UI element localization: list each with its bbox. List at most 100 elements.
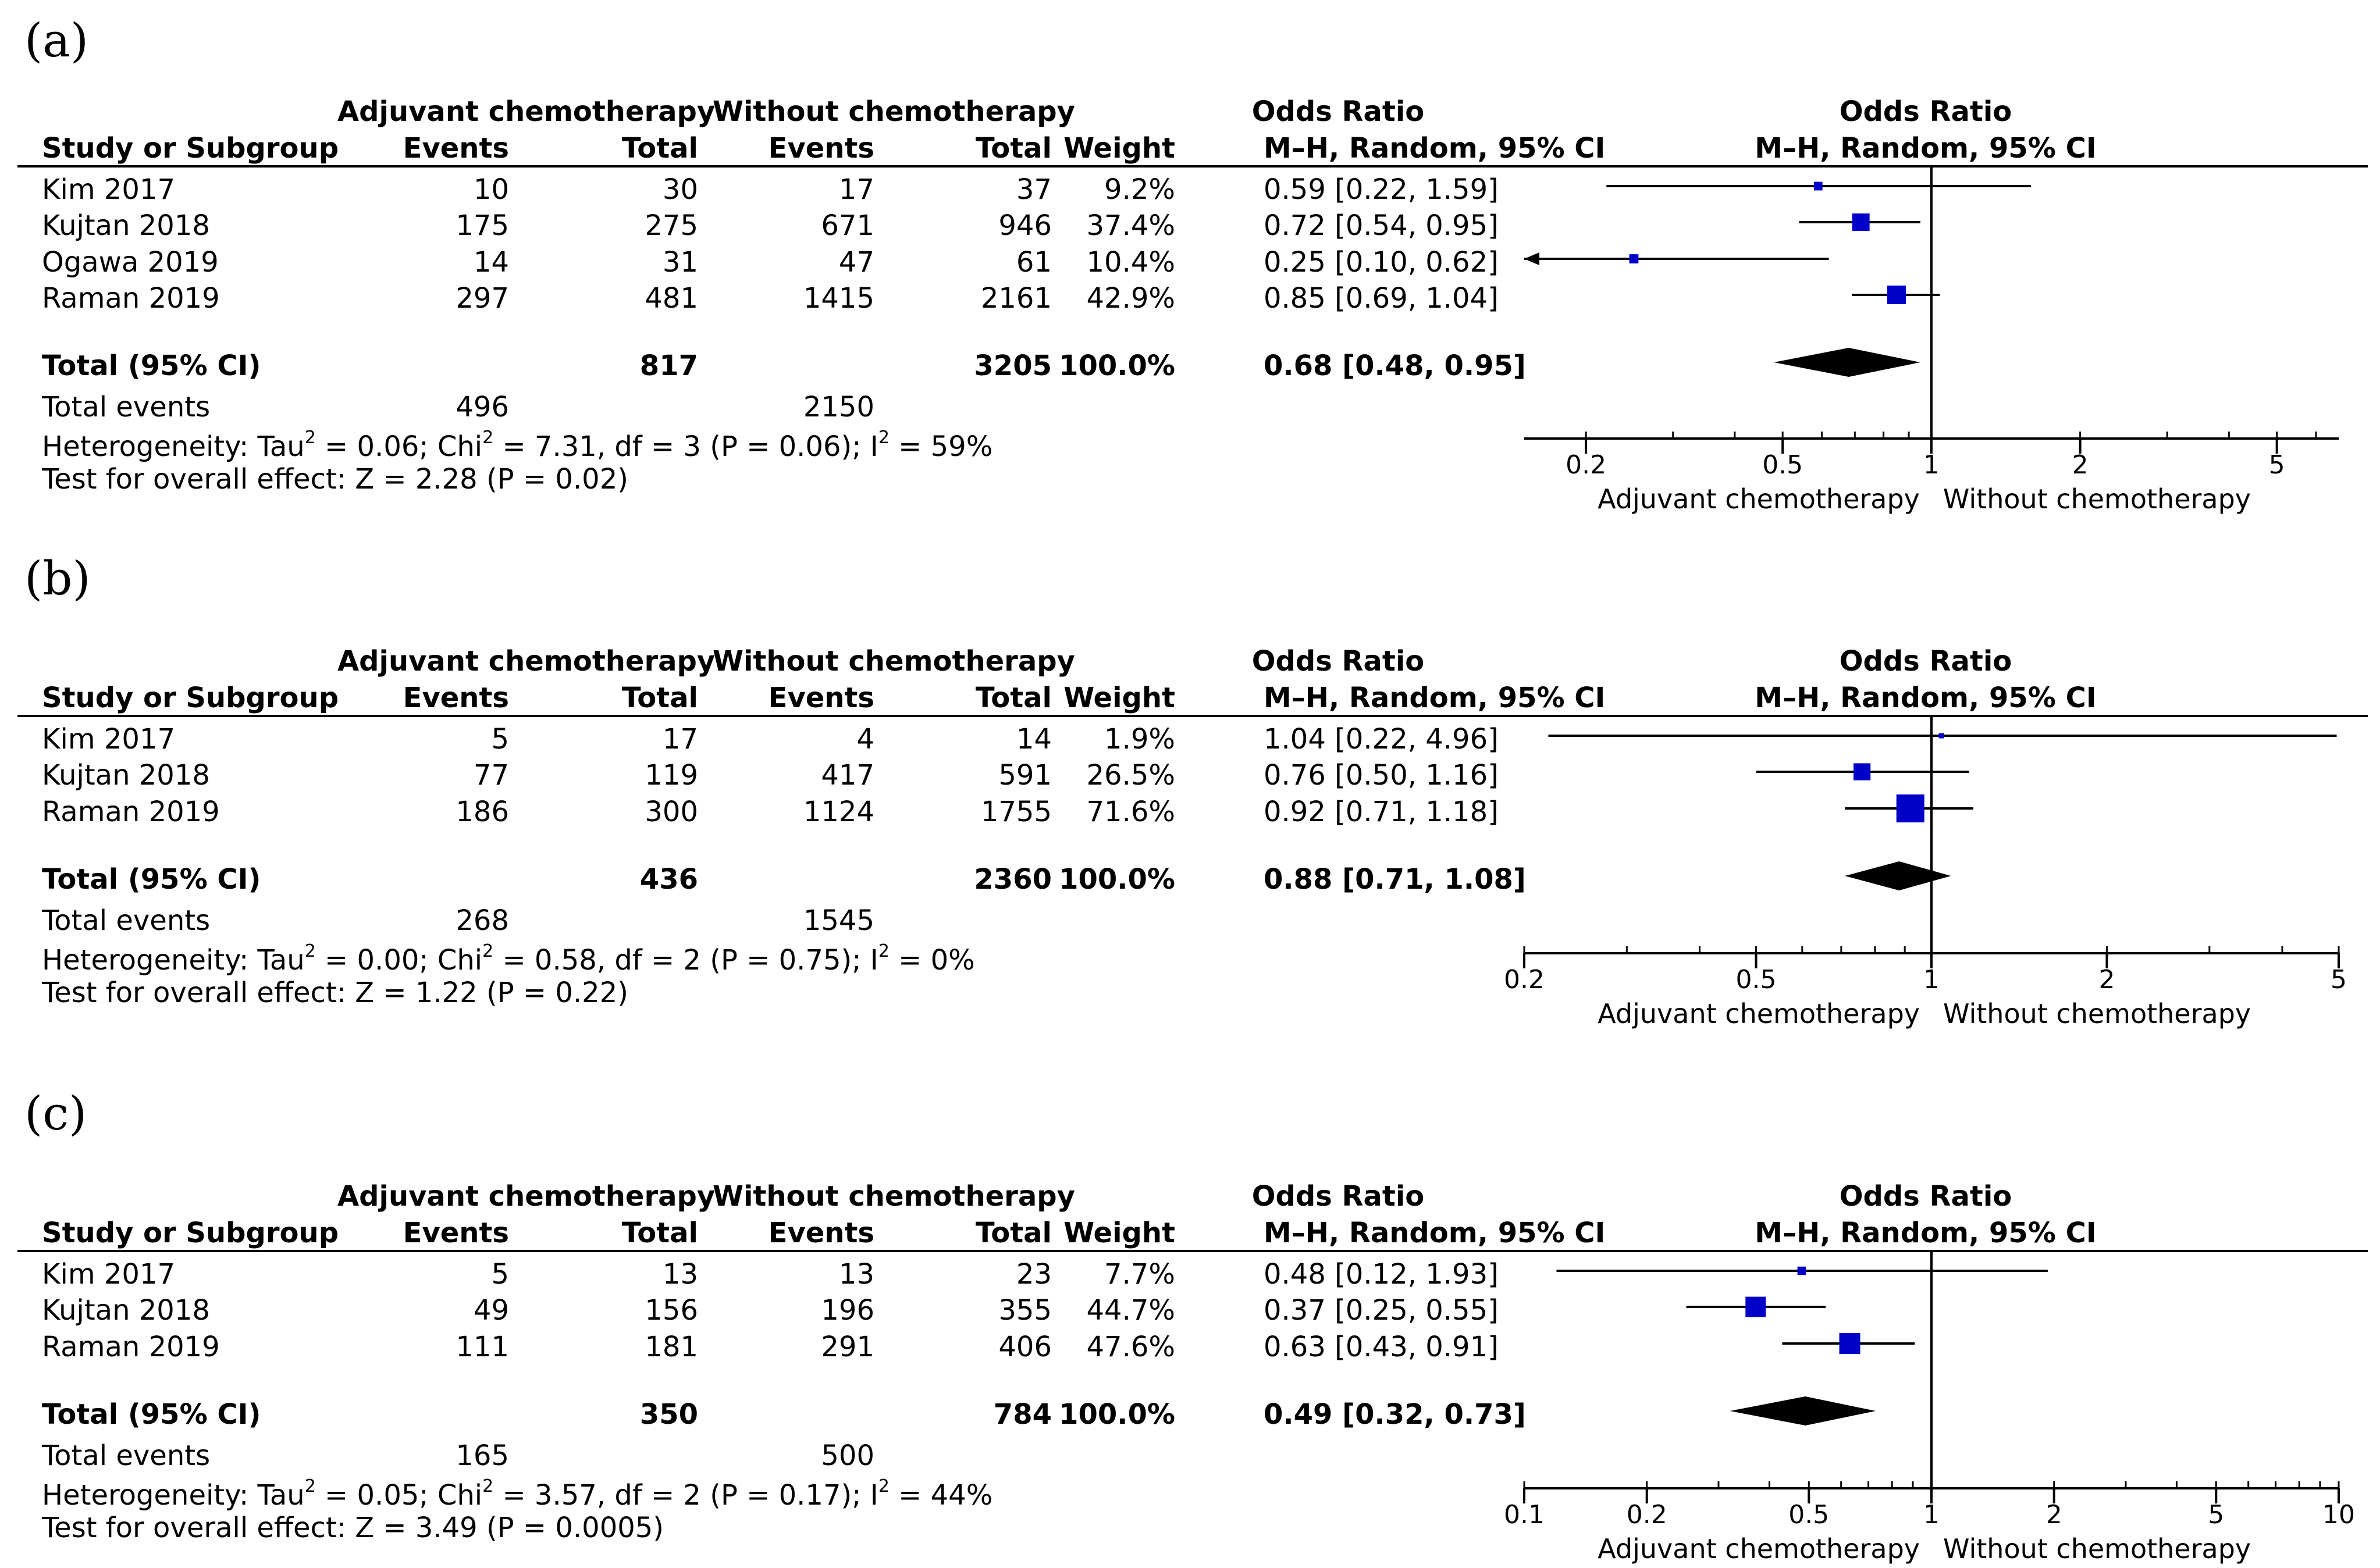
heterogeneity-text: Heterogeneity: Tau2 = 0.00; Chi2 = 0.58,… bbox=[42, 941, 975, 977]
exp-total-header: Total bbox=[621, 1217, 698, 1249]
plot-or-header: Odds Ratio bbox=[1839, 1180, 2012, 1213]
effect-square bbox=[1745, 1296, 1766, 1317]
panel-label: (a) bbox=[24, 13, 89, 67]
overall-effect-text: Test for overall effect: Z = 1.22 (P = 0… bbox=[42, 977, 628, 1009]
ctl-total: 1755 bbox=[980, 796, 1052, 828]
ctl-total: 946 bbox=[998, 209, 1052, 242]
method-header: M–H, Random, 95% CI bbox=[1264, 132, 1606, 165]
forest-plot: 0.1 0.2 0.5 1 2 5 10 Adjuvant chemotherapy Witho… bbox=[1504, 1250, 2355, 1565]
header-rule bbox=[17, 1250, 2368, 1252]
x-tick-label: 0.5 bbox=[1788, 1500, 1829, 1530]
ctl-total: 2161 bbox=[980, 282, 1052, 315]
x-tick-label: 2 bbox=[2098, 965, 2115, 995]
panel-label: (b) bbox=[24, 551, 91, 605]
exp-group-header: Adjuvant chemotherapy bbox=[337, 95, 716, 128]
ctl-total: 591 bbox=[998, 759, 1052, 792]
ctl-events: 417 bbox=[821, 759, 874, 792]
effect-square bbox=[1629, 254, 1639, 263]
study-col-header: Study or Subgroup bbox=[42, 1217, 339, 1249]
ctl-group-header: Without chemotherapy bbox=[713, 645, 1075, 678]
or-header: Odds Ratio bbox=[1251, 1180, 1425, 1213]
study-name: Kim 2017 bbox=[42, 723, 175, 756]
favours-left-label: Adjuvant chemotherapy bbox=[1598, 483, 1920, 515]
or-header: Odds Ratio bbox=[1251, 95, 1425, 128]
exp-total: 181 bbox=[645, 1331, 698, 1363]
ctl-events: 4 bbox=[856, 723, 874, 756]
pooled-diamond bbox=[1730, 1396, 1876, 1426]
exp-total: 481 bbox=[645, 282, 698, 315]
ctl-total: 406 bbox=[998, 1331, 1052, 1363]
x-tick-label: 0.5 bbox=[1762, 450, 1803, 480]
exp-events: 175 bbox=[456, 209, 509, 242]
effect-square bbox=[1813, 181, 1823, 191]
or-header: Odds Ratio bbox=[1251, 645, 1425, 678]
ctl-total: 61 bbox=[1016, 246, 1052, 279]
favours-right-label: Without chemotherapy bbox=[1943, 483, 2251, 515]
ctl-group-header: Without chemotherapy bbox=[713, 95, 1075, 128]
exp-total-events: 165 bbox=[456, 1439, 509, 1472]
plot-or-header: Odds Ratio bbox=[1839, 645, 2012, 678]
events-label: Total events bbox=[42, 1439, 211, 1472]
ctl-total-events: 500 bbox=[821, 1439, 874, 1472]
study-name: Kim 2017 bbox=[42, 1258, 175, 1291]
pooled-diamond bbox=[1774, 348, 1920, 377]
weight: 100.0% bbox=[1059, 1398, 1175, 1431]
exp-total-events: 268 bbox=[456, 904, 509, 937]
ctl-total: 23 bbox=[1016, 1258, 1052, 1291]
or-ci: 0.48 [0.12, 1.93] bbox=[1264, 1258, 1499, 1291]
study-name: Kujtan 2018 bbox=[42, 1294, 210, 1327]
weight: 10.4% bbox=[1086, 246, 1175, 279]
study-name: Raman 2019 bbox=[42, 796, 220, 828]
overall-effect-text: Test for overall effect: Z = 2.28 (P = 0… bbox=[42, 463, 628, 496]
study-name: Raman 2019 bbox=[42, 282, 220, 315]
or-ci: 0.72 [0.54, 0.95] bbox=[1264, 209, 1499, 242]
ctl-total-header: Total bbox=[975, 1217, 1052, 1249]
ctl-events-header: Events bbox=[768, 132, 874, 165]
exp-events: 49 bbox=[473, 1294, 509, 1327]
favours-left-label: Adjuvant chemotherapy bbox=[1598, 998, 1920, 1029]
header-rule bbox=[17, 715, 2368, 717]
ctl-total: 355 bbox=[998, 1294, 1052, 1327]
x-tick-label: 1 bbox=[1923, 965, 1940, 995]
exp-total: 119 bbox=[645, 759, 698, 792]
effect-square bbox=[1797, 1266, 1806, 1275]
ctl-total-header: Total bbox=[975, 132, 1052, 165]
exp-total: 300 bbox=[645, 796, 698, 828]
ctl-events: 17 bbox=[838, 173, 874, 206]
ctl-total-header: Total bbox=[975, 682, 1052, 714]
ctl-events: 1124 bbox=[803, 796, 874, 828]
ctl-events: 196 bbox=[821, 1294, 874, 1327]
forest-panel-a: (a) Adjuvant chemotherapy Without chemot… bbox=[0, 0, 2380, 523]
ctl-total: 37 bbox=[1016, 173, 1052, 206]
or-ci: 0.63 [0.43, 0.91] bbox=[1264, 1331, 1499, 1363]
ctl-total-events: 1545 bbox=[803, 904, 874, 937]
x-tick-label: 2 bbox=[2072, 450, 2089, 480]
exp-total: 817 bbox=[639, 350, 698, 382]
effect-square bbox=[1887, 286, 1906, 304]
x-tick-label: 2 bbox=[2046, 1500, 2062, 1530]
method-header: M–H, Random, 95% CI bbox=[1264, 682, 1606, 714]
or-ci: 0.92 [0.71, 1.18] bbox=[1264, 796, 1499, 828]
total-label: Total (95% CI) bbox=[42, 863, 261, 896]
forest-plot: 0.2 0.5 1 2 5 Adjuvant chemotherapy Without ch… bbox=[1524, 165, 2339, 515]
ctl-events: 13 bbox=[838, 1258, 874, 1291]
ctl-total: 2360 bbox=[974, 863, 1052, 896]
or-ci: 0.76 [0.50, 1.16] bbox=[1264, 759, 1499, 792]
weight: 100.0% bbox=[1059, 863, 1175, 896]
x-tick-label: 0.2 bbox=[1504, 965, 1545, 995]
exp-group-header: Adjuvant chemotherapy bbox=[337, 1180, 716, 1213]
x-tick-label: 5 bbox=[2269, 450, 2285, 480]
effect-square bbox=[1938, 733, 1944, 739]
events-label: Total events bbox=[42, 904, 211, 937]
weight: 71.6% bbox=[1086, 796, 1175, 828]
weight: 1.9% bbox=[1104, 723, 1175, 756]
study-col-header: Study or Subgroup bbox=[42, 682, 339, 714]
or-ci: 0.37 [0.25, 0.55] bbox=[1264, 1294, 1499, 1327]
plot-method-header: M–H, Random, 95% CI bbox=[1755, 1217, 2097, 1249]
exp-total: 30 bbox=[662, 173, 698, 206]
weight: 100.0% bbox=[1059, 350, 1175, 382]
overall-effect-text: Test for overall effect: Z = 3.49 (P = 0… bbox=[42, 1512, 664, 1544]
weight: 47.6% bbox=[1086, 1331, 1175, 1363]
panel-label: (c) bbox=[24, 1086, 87, 1141]
study-name: Kujtan 2018 bbox=[42, 759, 210, 792]
